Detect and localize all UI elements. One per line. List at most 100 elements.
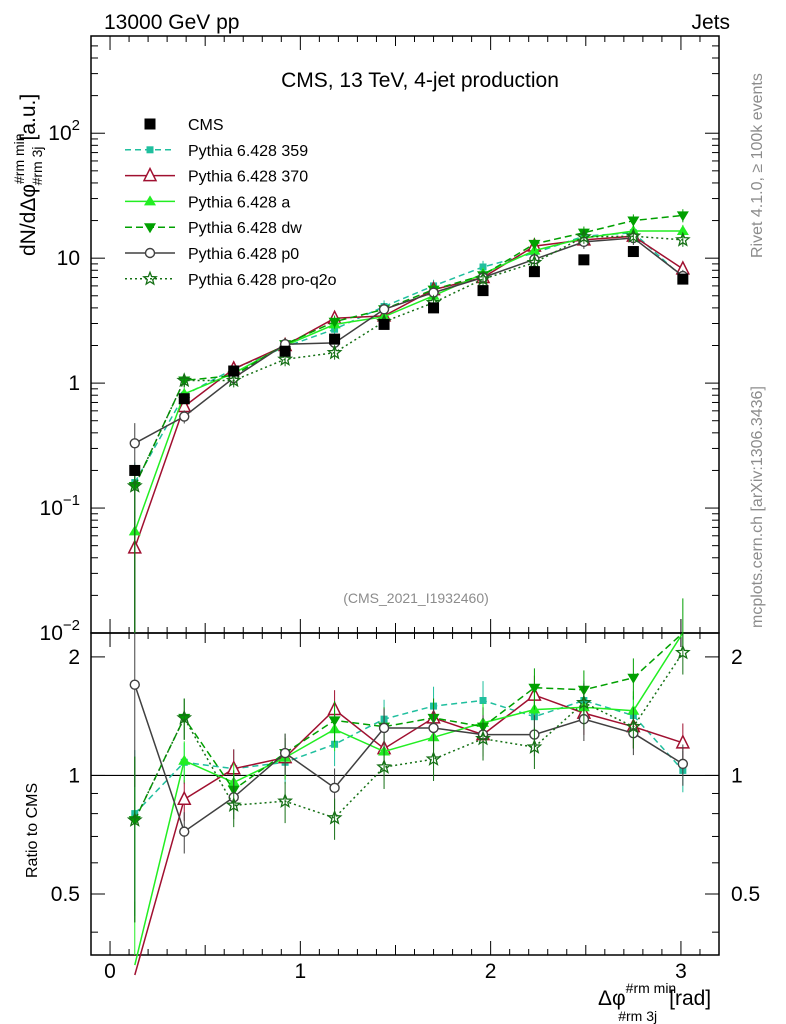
- ratio-series-0: [131, 681, 687, 916]
- ratio-point: [674, 644, 691, 660]
- data-point: [627, 216, 640, 227]
- series-line: [134, 214, 683, 487]
- cms-point: [428, 302, 440, 314]
- x-tick-label: 2: [485, 960, 497, 983]
- ratio-tick-label-right: 2: [731, 646, 743, 669]
- y-axis-label: dN/dΔφ#rm min #rm 3j[a.u.]: [11, 94, 45, 256]
- series-1: [127, 227, 691, 633]
- ratio-point: [526, 738, 543, 754]
- ratio-tick-label-left: 2: [68, 646, 80, 669]
- ratio-frame: [90, 632, 720, 956]
- ratio-series-4: [129, 633, 689, 854]
- legend-marker: [144, 118, 156, 130]
- cms-point: [279, 345, 291, 357]
- cms-point: [578, 254, 590, 266]
- legend-label: Pythia 6.428 a: [188, 194, 290, 211]
- data-point: [277, 350, 294, 367]
- ratio-series-line: [134, 684, 684, 833]
- y-tick-label: 1: [68, 372, 80, 395]
- legend-marker: [144, 223, 156, 234]
- y-tick-label: 10: [57, 247, 80, 270]
- ratio-point: [575, 694, 592, 710]
- ratio-point: [376, 758, 392, 774]
- data-point: [479, 263, 487, 271]
- ratio-series-line: [134, 632, 684, 821]
- x-tick-label: 1: [294, 960, 306, 983]
- ratio-point: [129, 679, 140, 690]
- legend-marker: [142, 270, 158, 286]
- ratio-point: [425, 750, 442, 766]
- ratio-point: [329, 782, 340, 794]
- legend-label: Pythia 6.428 359: [188, 143, 308, 160]
- data-point: [676, 211, 689, 222]
- ratio-point: [479, 696, 487, 704]
- data-point: [126, 477, 143, 493]
- data-point: [475, 270, 491, 286]
- ratio-tick-label-right: 0.5: [731, 883, 760, 906]
- header-process: Jets: [691, 11, 730, 34]
- data-point: [676, 224, 689, 235]
- ratio-tick-label-left: 0.5: [51, 883, 80, 906]
- ratio-point: [677, 758, 689, 770]
- ratio-series-2: [134, 632, 684, 966]
- ratio-series-line: [134, 699, 684, 815]
- legend-label: Pythia 6.428 p0: [188, 246, 299, 263]
- ratio-y-axis-label: Ratio to CMS: [24, 783, 41, 878]
- legend-label: Pythia 6.428 370: [188, 169, 308, 186]
- y-tick-label: 10−1: [40, 492, 80, 520]
- cms-point: [329, 333, 341, 345]
- ratio-point: [178, 754, 191, 765]
- y-tick-label: 102: [48, 117, 80, 145]
- cms-point: [627, 246, 639, 258]
- legend-label: Pythia 6.428 dw: [188, 220, 302, 237]
- cms-point: [677, 273, 689, 285]
- cms-point: [178, 393, 190, 405]
- ratio-point: [179, 826, 190, 837]
- ratio-point: [326, 809, 343, 825]
- ratio-point: [428, 722, 439, 734]
- legend-label: Pythia 6.428 pro-q2o: [188, 272, 337, 289]
- ratio-series-1: [134, 675, 691, 976]
- data-point: [625, 227, 642, 243]
- data-point: [129, 438, 140, 449]
- ratio-series-5: [126, 633, 691, 923]
- legend-marker: [144, 247, 156, 259]
- chart-title: CMS, 13 TeV, 4-jet production: [281, 69, 559, 92]
- ratio-point: [625, 718, 642, 734]
- legend: CMS Pythia 6.428 359 Pythia 6.428 370 Pythi…: [125, 117, 337, 289]
- ratio-point: [328, 716, 341, 727]
- header-beam: 13000 GeV pp: [104, 11, 239, 34]
- cms-data: [129, 246, 689, 476]
- data-point: [528, 239, 541, 250]
- cms-point: [528, 266, 540, 278]
- ratio-point: [378, 722, 390, 734]
- series-4: [129, 231, 689, 633]
- ratio-point: [279, 747, 291, 759]
- ratio-point: [627, 673, 640, 684]
- ratio-series-3: [128, 598, 684, 923]
- cms-point: [477, 285, 489, 297]
- ratio-series-line: [134, 694, 684, 976]
- ratio-point: [225, 797, 242, 812]
- legend-label: CMS: [188, 117, 224, 134]
- legend-marker: [146, 146, 154, 154]
- data-point: [675, 231, 691, 247]
- x-tick-label: 3: [675, 960, 687, 983]
- ratio-series-line: [134, 652, 684, 821]
- ratio-point: [528, 683, 541, 694]
- cms-point: [129, 464, 141, 476]
- ratio-tick-label-left: 1: [68, 764, 80, 787]
- main-frame: [90, 35, 720, 634]
- data-point: [526, 254, 543, 270]
- series-line: [134, 235, 684, 549]
- analysis-id: (CMS_2021_I1932460): [343, 590, 489, 606]
- ratio-point: [177, 790, 192, 806]
- ratio-point: [176, 709, 193, 725]
- ratio-point: [126, 811, 143, 827]
- data-point: [225, 372, 242, 388]
- y-tick-label: 10−2: [40, 617, 80, 645]
- series-5: [126, 227, 691, 633]
- ratio-series-line: [134, 632, 684, 966]
- x-tick-label: 0: [104, 960, 116, 983]
